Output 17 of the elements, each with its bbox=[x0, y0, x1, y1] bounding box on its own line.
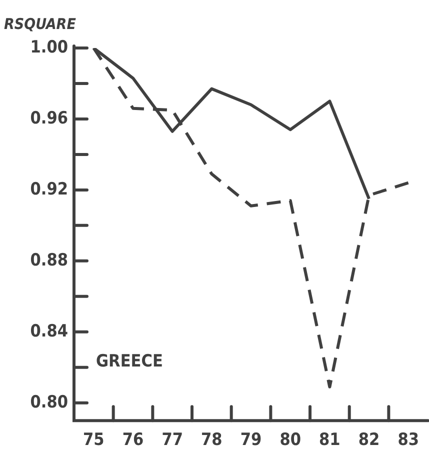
y-tick-label: 0.92 bbox=[30, 179, 68, 200]
x-tick-label: 75 bbox=[83, 430, 104, 450]
x-tick-label: 80 bbox=[280, 430, 301, 450]
y-tick-label: 0.84 bbox=[30, 321, 68, 342]
y-tick-label: 0.88 bbox=[30, 250, 68, 270]
x-tick-label: 77 bbox=[162, 430, 183, 450]
y-tick-label: 0.96 bbox=[30, 108, 68, 128]
x-tick-label: 79 bbox=[240, 430, 262, 450]
chart-title: RSQUARE bbox=[4, 14, 77, 33]
y-tick-label: 1.00 bbox=[30, 37, 68, 58]
x-tick-label: 81 bbox=[319, 430, 340, 450]
x-tick-label: 78 bbox=[201, 430, 222, 450]
annotation: GREECE bbox=[96, 351, 163, 372]
x-tick-label: 82 bbox=[358, 430, 380, 450]
x-tick-label: 76 bbox=[122, 430, 144, 450]
x-tick-label: 83 bbox=[398, 430, 420, 450]
y-tick-label: 0.80 bbox=[30, 392, 68, 412]
